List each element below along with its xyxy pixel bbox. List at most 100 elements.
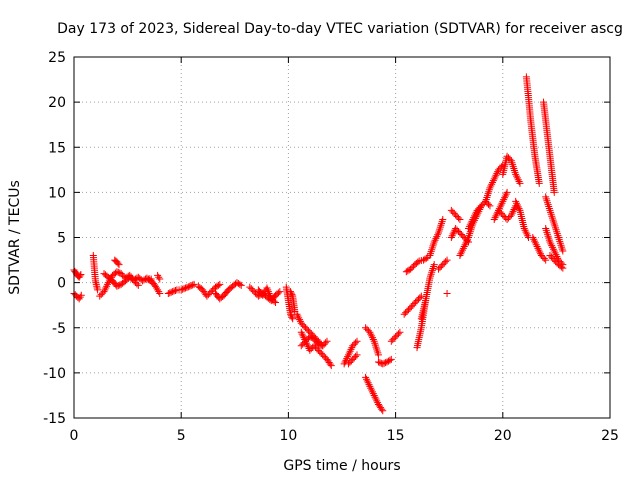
data-point [449,230,457,238]
data-point [274,289,282,297]
data-point [213,282,221,290]
data-point [547,253,555,261]
x-tick-label: 20 [494,428,512,444]
y-tick-label: 15 [48,140,66,156]
data-point [497,201,505,209]
data-point [542,226,550,234]
grid-lines [74,57,610,418]
data-point [319,342,327,350]
data-point [407,303,415,311]
data-point [549,255,557,263]
data-point [547,208,555,216]
data-point [353,351,361,359]
data-point [468,217,476,225]
data-point [312,343,320,351]
y-tick-label: -10 [43,366,66,382]
data-point [531,239,539,247]
data-point [383,358,391,366]
data-point [386,356,394,364]
data-point [437,262,445,270]
data-point [151,282,159,290]
data-point [536,248,544,256]
data-point [523,230,531,238]
data-point [116,281,124,289]
data-point [295,314,303,322]
data-point [453,212,461,220]
data-point [374,358,382,366]
data-point [347,357,355,365]
data-point [365,381,373,389]
data-point [184,283,192,291]
data-point [297,319,305,327]
data-point [164,289,172,297]
data-point [214,281,222,289]
data-point [427,248,435,256]
data-point [447,234,455,241]
data-point [368,334,376,342]
data-point [546,206,554,214]
data-point [97,291,105,299]
data-point [387,337,395,345]
data-point [503,152,511,160]
data-point [313,336,321,344]
data-point [368,332,376,340]
data-point [294,312,302,320]
data-point [514,203,522,211]
data-point [77,291,85,299]
data-point [352,339,360,347]
data-point [312,334,320,342]
data-point [303,325,311,333]
data-point [530,235,538,243]
data-point [390,334,398,342]
data-point [428,244,436,252]
data-point [548,214,556,222]
data-point [373,397,381,405]
data-point [303,336,311,344]
data-point [143,275,151,283]
data-point [345,349,353,357]
data-point [503,188,511,196]
data-point [155,288,163,296]
data-point [363,377,371,385]
y-tick-label: 10 [48,185,66,201]
data-point [457,250,465,258]
data-point [553,228,561,236]
data-point [369,390,377,398]
data-point [433,233,441,241]
data-point [529,234,537,241]
data-point [543,197,551,205]
data-point [497,209,505,217]
data-point [166,289,174,297]
data-point [507,211,515,219]
data-point [512,170,520,178]
axis-ticks: 0 5 10 15 20 25 -15 -10 -5 0 5 10 15 20 25 [43,50,619,444]
data-point [501,194,509,202]
data-point [552,251,560,259]
data-point [306,346,314,354]
data-point [156,289,164,297]
data-point [544,201,552,209]
data-point [114,282,122,290]
data-point [551,224,559,232]
data-point [515,205,523,213]
data-point [263,284,271,292]
data-point [459,232,467,240]
data-point [550,247,558,255]
data-point [437,221,445,229]
y-tick-label: 20 [48,95,66,111]
data-point [371,393,379,401]
data-point [374,351,382,359]
data-point [400,310,408,318]
data-point [431,236,439,244]
data-point [384,357,392,365]
data-point [368,386,376,394]
data-point [119,271,127,279]
data-point [350,354,358,362]
data-point [389,336,397,344]
data-point [466,221,474,229]
data-point [450,209,458,217]
data-point [486,184,494,192]
data-point [382,359,390,367]
data-point [155,273,163,281]
